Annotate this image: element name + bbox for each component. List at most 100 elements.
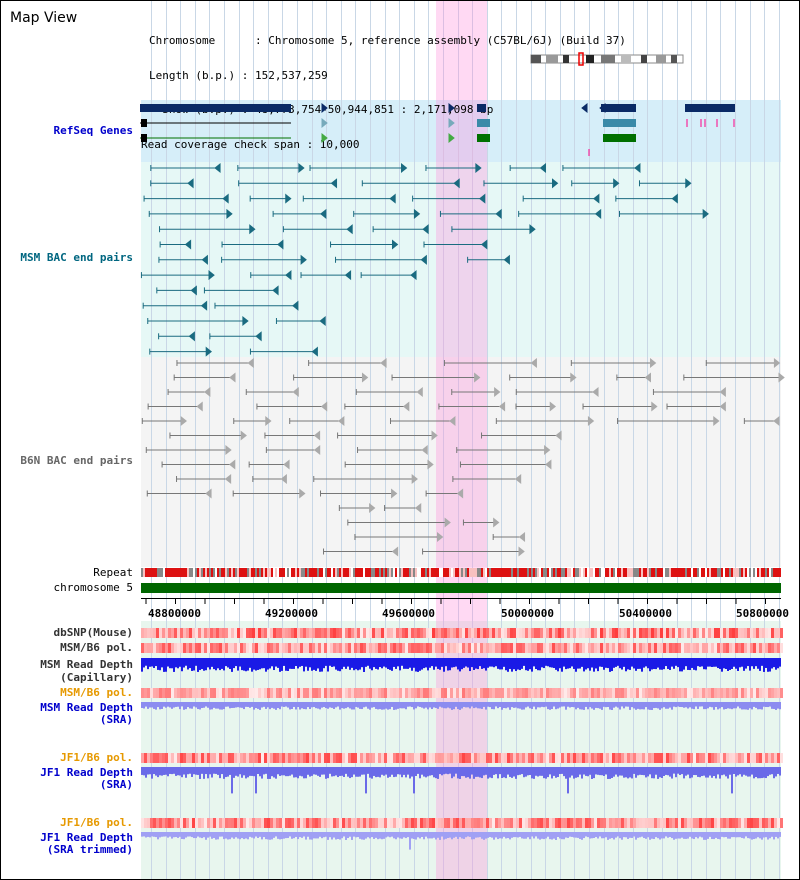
heat-cell <box>177 643 180 653</box>
depth-bar <box>507 702 509 708</box>
depth-bar <box>749 832 751 839</box>
depth-bar <box>149 658 151 667</box>
msm-depth-cap-label[interactable]: MSM Read Depth <box>40 658 133 671</box>
depth-bar <box>679 767 681 775</box>
depth-bar <box>615 702 617 707</box>
depth-bar <box>455 767 457 774</box>
dbsnp-label[interactable]: dbSNP(Mouse) <box>53 626 133 639</box>
depth-bar <box>259 767 261 777</box>
depth-bar <box>627 832 629 839</box>
heat-cell <box>156 628 159 638</box>
msm-depth-sra-label[interactable]: MSM Read Depth <box>40 701 133 714</box>
bac-pair-arrow <box>421 444 428 456</box>
depth-bar <box>655 702 657 708</box>
depth-bar <box>257 767 259 774</box>
heat-cell <box>408 643 411 653</box>
bac-pair-arrow <box>498 401 506 412</box>
heat-cell <box>372 628 375 638</box>
heat-cell <box>726 688 729 698</box>
depth-bar <box>521 702 523 710</box>
depth-bar <box>687 702 689 709</box>
depth-bar <box>393 832 395 839</box>
depth-bar <box>667 658 669 669</box>
heat-cell <box>771 643 774 653</box>
heat-cell <box>570 753 573 763</box>
heat-cell <box>552 643 555 653</box>
jf1-depth-sra-label[interactable]: JF1 Read Depth <box>40 766 133 779</box>
heat-cell <box>600 688 603 698</box>
heat-cell <box>252 628 255 638</box>
repeat-segment <box>567 568 569 577</box>
jf1-b6-pol-2-label[interactable]: JF1/B6 pol. <box>60 816 133 829</box>
depth-bar <box>627 702 629 707</box>
repeat-segment <box>749 568 751 577</box>
depth-bar <box>671 832 673 839</box>
heat-cell <box>144 688 147 698</box>
depth-bar <box>319 832 321 837</box>
depth-bar <box>577 767 579 778</box>
heat-cell <box>774 753 777 763</box>
repeat-segment <box>231 568 233 577</box>
depth-bar <box>731 658 733 669</box>
depth-bar <box>301 658 303 666</box>
heat-cell <box>678 688 681 698</box>
depth-bar <box>727 832 729 839</box>
heat-cell <box>714 688 717 698</box>
depth-bar <box>293 702 295 707</box>
depth-bar <box>225 658 227 667</box>
depth-bar <box>447 702 449 708</box>
depth-bar <box>735 702 737 709</box>
depth-bar <box>453 658 455 668</box>
depth-bar <box>531 832 533 837</box>
b6n-bac-label[interactable]: B6N BAC end pairs <box>20 454 133 467</box>
jf1-b6-pol-label[interactable]: JF1/B6 pol. <box>60 751 133 764</box>
depth-bar <box>681 658 683 672</box>
depth-bar <box>151 832 153 837</box>
depth-bar <box>487 702 489 707</box>
heat-cell <box>594 643 597 653</box>
heat-cell <box>690 628 693 638</box>
heat-cell <box>171 688 174 698</box>
heat-cell <box>591 818 594 828</box>
chromosome-bar <box>141 583 781 593</box>
depth-bar <box>363 702 365 708</box>
heat-cell <box>159 688 162 698</box>
repeat-segment <box>559 568 561 577</box>
repeat-segment <box>321 568 323 577</box>
heat-cell <box>720 818 723 828</box>
heat-cell <box>705 688 708 698</box>
depth-bar <box>689 832 691 837</box>
depth-bar <box>719 767 721 779</box>
msm-b6-pol-2-label[interactable]: MSM/B6 pol. <box>60 686 133 699</box>
heat-cell <box>465 643 468 653</box>
depth-bar <box>385 767 387 775</box>
depth-bar <box>239 832 241 840</box>
highlight-region[interactable] <box>436 1 487 879</box>
depth-bar <box>241 702 243 708</box>
heat-cell <box>348 688 351 698</box>
heat-cell <box>507 688 510 698</box>
depth-bar <box>549 832 551 840</box>
depth-bar <box>531 702 533 709</box>
msm-b6-pol-label[interactable]: MSM/B6 pol. <box>60 641 133 654</box>
refseq-label[interactable]: RefSeq Genes <box>53 124 133 137</box>
depth-bar <box>601 832 603 839</box>
depth-bar <box>399 702 401 709</box>
grid-line <box>385 1 386 879</box>
heat-cell <box>759 688 762 698</box>
heat-cell <box>570 688 573 698</box>
depth-bar <box>501 702 503 710</box>
heat-cell <box>246 643 249 653</box>
depth-bar <box>341 767 343 776</box>
msm-bac-label[interactable]: MSM BAC end pairs <box>20 251 133 264</box>
jf1-depth-trim-label[interactable]: JF1 Read Depth <box>40 831 133 844</box>
heat-cell <box>660 753 663 763</box>
depth-bar <box>689 702 691 708</box>
depth-bar <box>479 767 481 778</box>
repeat-segment <box>687 568 689 577</box>
heat-cell <box>744 753 747 763</box>
heat-cell <box>537 628 540 638</box>
heat-cell <box>240 688 243 698</box>
heat-cell <box>309 643 312 653</box>
